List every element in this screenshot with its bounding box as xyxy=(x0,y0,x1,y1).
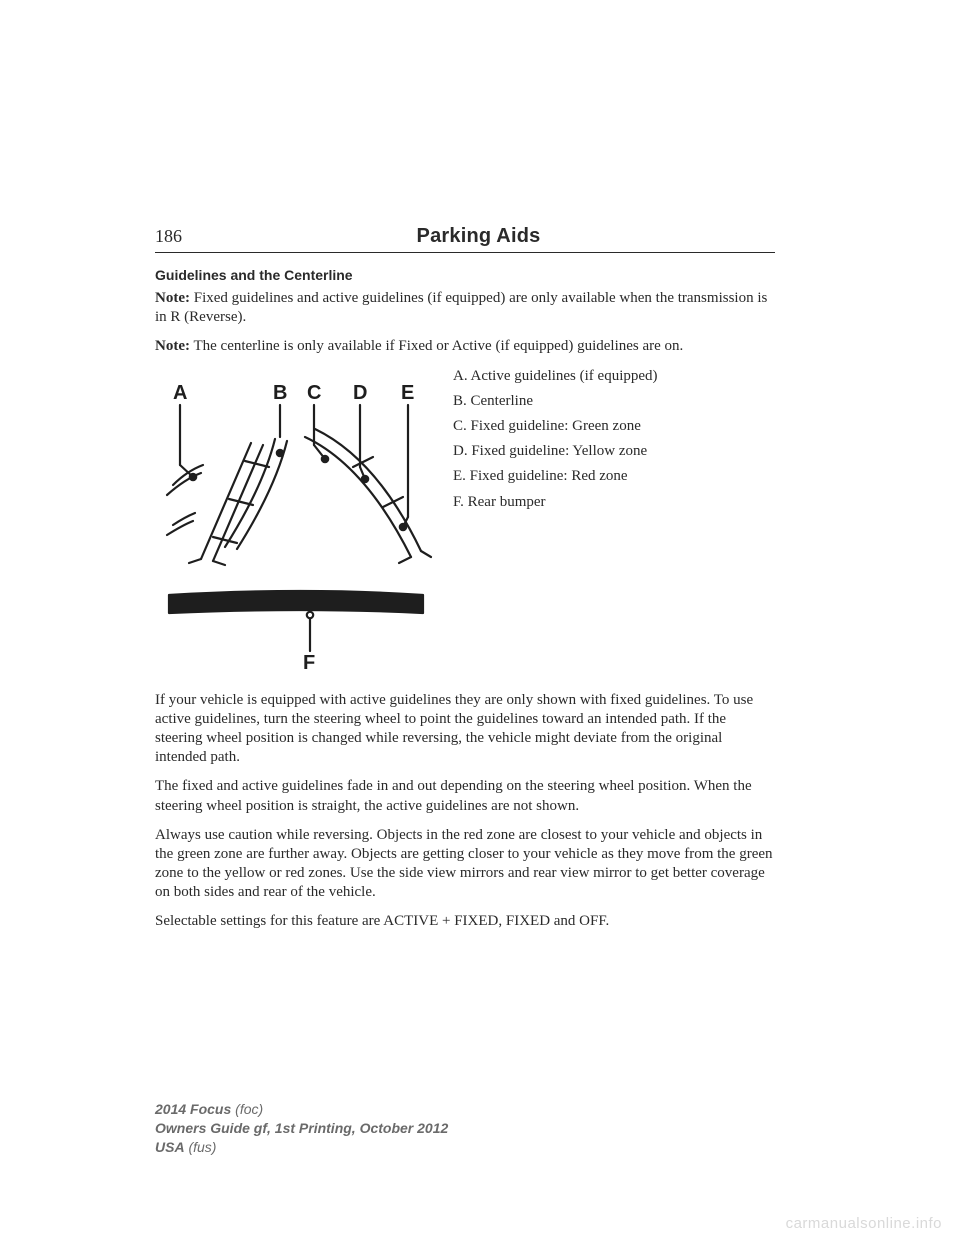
body-paragraph: Selectable settings for this feature are… xyxy=(155,912,775,931)
footer-line-1: 2014 Focus (foc) xyxy=(155,1100,775,1119)
section-subheading: Guidelines and the Centerline xyxy=(155,267,775,283)
footer-region: USA xyxy=(155,1139,185,1155)
watermark: carmanualsonline.info xyxy=(786,1215,942,1232)
body-paragraph: Always use caution while reversing. Obje… xyxy=(155,826,775,903)
note-1: Note: Fixed guidelines and active guidel… xyxy=(155,289,775,327)
svg-text:F: F xyxy=(303,652,315,674)
svg-text:E: E xyxy=(401,382,414,404)
note-label: Note: xyxy=(155,338,190,354)
page-footer: 2014 Focus (foc) Owners Guide gf, 1st Pr… xyxy=(155,1100,775,1157)
legend-item-a: A. Active guidelines (if equipped) xyxy=(453,367,775,386)
figure-row: A B C D E F xyxy=(155,367,775,677)
note-text: The centerline is only available if Fixe… xyxy=(190,338,683,354)
legend-item-f: F. Rear bumper xyxy=(453,493,775,512)
legend-item-b: B. Centerline xyxy=(453,392,775,411)
svg-text:A: A xyxy=(173,382,187,404)
footer-line-2: Owners Guide gf, 1st Printing, October 2… xyxy=(155,1119,775,1138)
footer-region-code: (fus) xyxy=(185,1139,217,1155)
note-2: Note: The centerline is only available i… xyxy=(155,337,775,356)
figure-legend: A. Active guidelines (if equipped) B. Ce… xyxy=(453,367,775,677)
svg-text:D: D xyxy=(353,382,367,404)
svg-text:C: C xyxy=(307,382,321,404)
page-number: 186 xyxy=(155,226,182,247)
footer-line-3: USA (fus) xyxy=(155,1138,775,1157)
guidelines-diagram: A B C D E F xyxy=(155,367,435,677)
svg-text:B: B xyxy=(273,382,287,404)
body-paragraph: The fixed and active guidelines fade in … xyxy=(155,777,775,815)
page-header: 186 Parking Aids xyxy=(155,225,775,253)
footer-guide: Owners Guide gf, 1st Printing, October 2… xyxy=(155,1120,448,1136)
chapter-title: Parking Aids xyxy=(182,225,775,248)
footer-model: 2014 Focus xyxy=(155,1101,231,1117)
legend-item-e: E. Fixed guideline: Red zone xyxy=(453,467,775,486)
page-content: 186 Parking Aids Guidelines and the Cent… xyxy=(155,225,775,942)
diagram-svg: A B C D E F xyxy=(155,367,435,677)
note-label: Note: xyxy=(155,290,190,306)
footer-code: (foc) xyxy=(231,1101,263,1117)
body-paragraph: If your vehicle is equipped with active … xyxy=(155,691,775,768)
legend-item-c: C. Fixed guideline: Green zone xyxy=(453,417,775,436)
note-text: Fixed guidelines and active guidelines (… xyxy=(155,290,767,325)
legend-item-d: D. Fixed guideline: Yellow zone xyxy=(453,442,775,461)
